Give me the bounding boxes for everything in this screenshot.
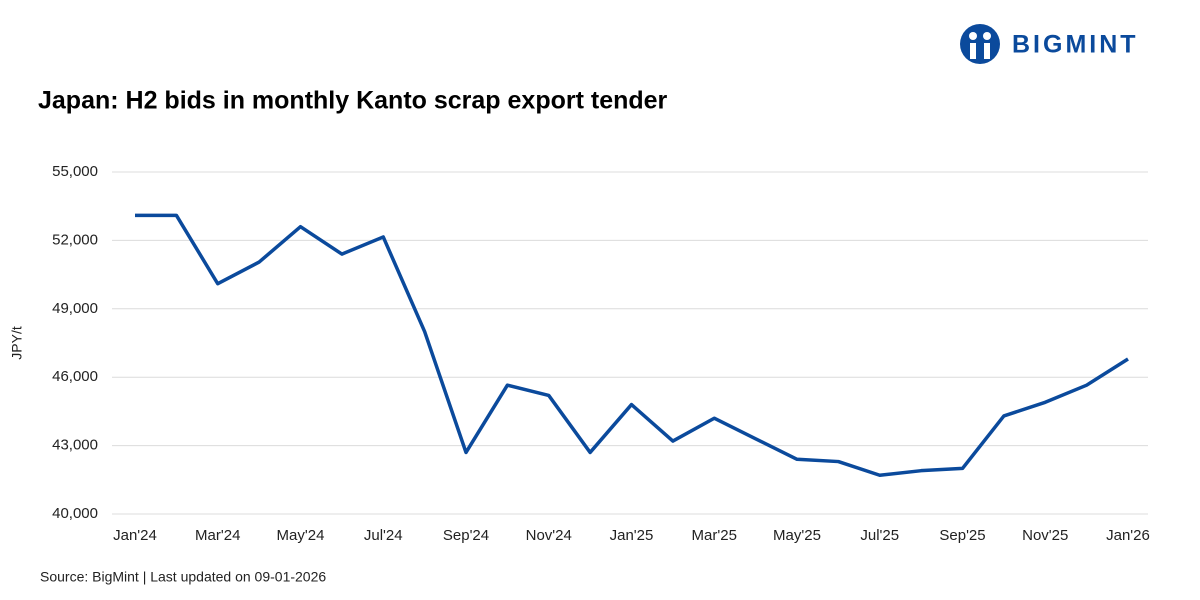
y-tick-label: 43,000 <box>52 437 98 454</box>
chart-title: Japan: H2 bids in monthly Kanto scrap ex… <box>38 87 668 115</box>
x-tick-label: Jan'24 <box>113 527 157 544</box>
y-axis-label: JPY/t <box>9 326 25 360</box>
x-tick-label: Nov'25 <box>1022 527 1068 544</box>
x-tick-label: Mar'25 <box>692 527 737 544</box>
y-tick-label: 40,000 <box>52 505 98 522</box>
x-tick-label: Jul'24 <box>364 527 403 544</box>
y-tick-label: 55,000 <box>52 163 98 180</box>
logo-icon-bar <box>984 43 990 59</box>
source: Source: BigMint | Last updated on 09-01-… <box>40 569 326 585</box>
x-tick-label: Sep'24 <box>443 527 489 544</box>
x-tick-label: Jan'25 <box>610 527 654 544</box>
logo-icon <box>960 24 1000 64</box>
logo-icon-dot <box>969 32 977 40</box>
x-tick-label: Nov'24 <box>526 527 572 544</box>
x-tick-label: Jul'25 <box>860 527 899 544</box>
x-tick-label: Jan'26 <box>1106 527 1150 544</box>
y-tick-label: 52,000 <box>52 231 98 248</box>
line <box>135 213 1129 477</box>
brand: BIGMINT <box>1012 31 1139 59</box>
x-tick-label: Mar'24 <box>195 527 240 544</box>
x-tick-label: Sep'25 <box>939 527 985 544</box>
x-tick-label: May'24 <box>277 527 325 544</box>
logo-icon-bar <box>970 43 976 59</box>
x-tick-label: May'25 <box>773 527 821 544</box>
logo-icon-dot <box>983 32 991 40</box>
logo: BIGMINT <box>960 24 1139 64</box>
y-tick-label: 46,000 <box>52 368 98 385</box>
y-tick-label: 49,000 <box>52 300 98 317</box>
